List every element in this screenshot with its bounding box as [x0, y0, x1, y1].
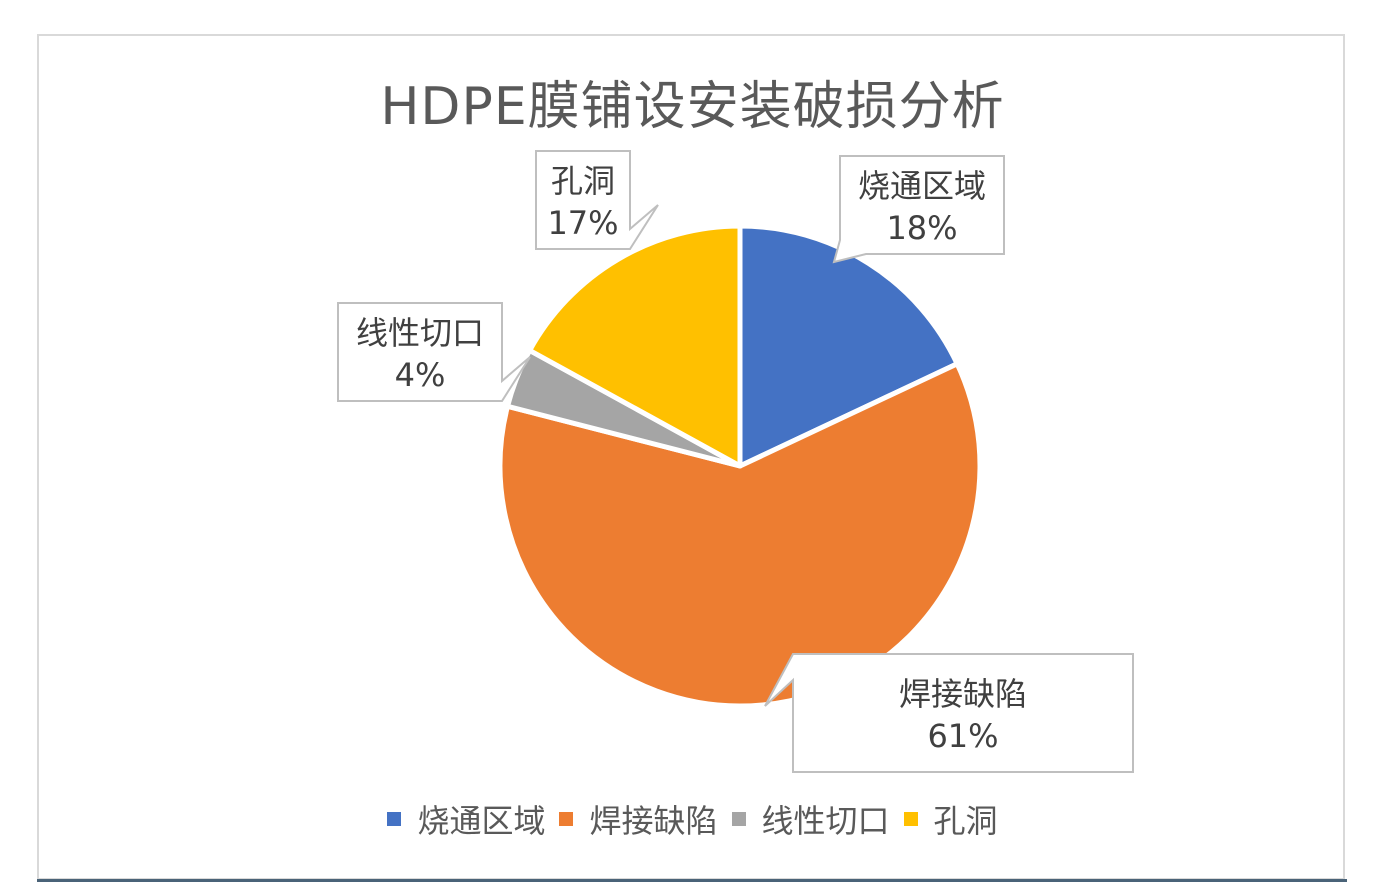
legend-swatch-1 [559, 812, 574, 826]
data-label-value: 17% [547, 204, 618, 242]
data-label-box [535, 150, 659, 250]
data-label-3: 线性切口 4% [337, 302, 531, 402]
pie-slice-4 [527, 223, 743, 469]
data-label-name: 焊接缺陷 [899, 675, 1027, 713]
legend-item: 焊接缺陷 [559, 796, 718, 842]
pie-slice-2 [497, 361, 983, 709]
legend-item: 线性切口 [731, 796, 890, 842]
bottom-divider [37, 879, 1347, 882]
legend-swatch-2 [731, 812, 746, 826]
legend-label: 烧通区域 [417, 802, 546, 840]
legend: 烧通区域 焊接缺陷 线性切口 孔洞 [0, 796, 1385, 842]
data-label-4: 孔洞 17% [535, 150, 659, 250]
legend-label: 焊接缺陷 [589, 802, 718, 840]
data-label-box [832, 155, 1005, 264]
data-label-name: 烧通区域 [858, 167, 986, 205]
data-label-value: 4% [395, 356, 446, 394]
legend-item: 孔洞 [903, 796, 998, 842]
data-label-name: 孔洞 [551, 162, 615, 200]
data-label-value: 61% [927, 717, 998, 755]
data-label-box [337, 302, 531, 402]
data-label-2: 焊接缺陷 61% [764, 653, 1134, 773]
data-label-1: 烧通区域 18% [832, 155, 1005, 264]
legend-swatch-0 [387, 812, 402, 826]
legend-label: 线性切口 [761, 802, 890, 840]
pie-slice-1 [737, 223, 960, 469]
data-label-name: 线性切口 [356, 314, 484, 352]
legend-label: 孔洞 [933, 802, 998, 840]
legend-swatch-3 [903, 812, 918, 826]
data-label-box [764, 653, 1134, 773]
chart-title: HDPE膜铺设安装破损分析 [380, 77, 1005, 137]
data-label-value: 18% [886, 209, 957, 247]
legend-item: 烧通区域 [387, 796, 545, 842]
